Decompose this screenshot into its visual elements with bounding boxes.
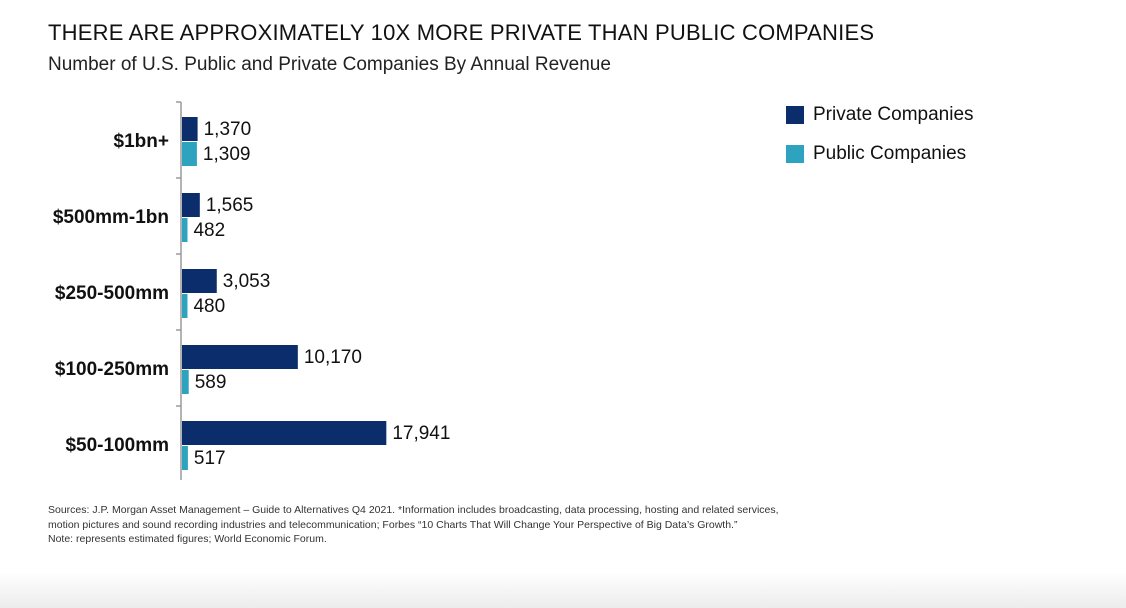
data-label-public: 1,309 xyxy=(203,144,251,165)
bar-public xyxy=(182,446,188,470)
data-label-public: 589 xyxy=(195,372,227,393)
legend-label-public: Public Companies xyxy=(813,143,967,164)
bar-public xyxy=(182,142,197,166)
sources-note: Sources: J.P. Morgan Asset Management – … xyxy=(48,503,1088,547)
bar-private xyxy=(182,421,387,445)
bar-chart: $1bn+ 1,370 1,309 $500mm-1bn 1,565 482 $250-50… xyxy=(53,101,450,480)
category-label: $100-250mm xyxy=(55,359,169,380)
bar-public xyxy=(182,218,188,242)
bar-private xyxy=(182,193,200,217)
category-label: $50-100mm xyxy=(65,435,169,456)
bottom-band xyxy=(0,572,1126,608)
sources-line-2: motion pictures and sound recording indu… xyxy=(48,518,738,531)
sources-line-3: Note: represents estimated figures; Worl… xyxy=(48,533,327,545)
category-label: $500mm-1bn xyxy=(53,207,169,228)
category-label: $1bn+ xyxy=(114,131,169,152)
legend-swatch-private xyxy=(786,106,804,124)
bar-private xyxy=(182,269,217,293)
category-label: $250-500mm xyxy=(55,283,169,304)
legend-item-private: Private Companies xyxy=(786,102,974,128)
legend-swatch-public xyxy=(786,145,804,163)
data-label-public: 517 xyxy=(194,448,226,469)
bar-public xyxy=(182,294,188,318)
data-label-public: 482 xyxy=(193,220,225,241)
legend-item-public: Public Companies xyxy=(786,141,974,167)
data-label-private: 1,565 xyxy=(206,195,254,216)
bar-private xyxy=(182,117,198,141)
bar-private xyxy=(182,345,298,369)
data-label-public: 480 xyxy=(193,296,225,317)
data-label-private: 3,053 xyxy=(223,271,271,292)
legend: Private Companies Public Companies xyxy=(786,102,974,180)
data-label-private: 1,370 xyxy=(204,119,252,140)
sources-line-1: Sources: J.P. Morgan Asset Management – … xyxy=(48,504,779,516)
chart-title: THERE ARE APPROXIMATELY 10X MORE PRIVATE… xyxy=(48,20,875,45)
data-label-private: 17,941 xyxy=(392,423,450,444)
chart-subtitle: Number of U.S. Public and Private Compan… xyxy=(48,54,611,75)
legend-label-private: Private Companies xyxy=(813,104,974,125)
bar-public xyxy=(182,370,189,394)
data-label-private: 10,170 xyxy=(304,347,362,368)
